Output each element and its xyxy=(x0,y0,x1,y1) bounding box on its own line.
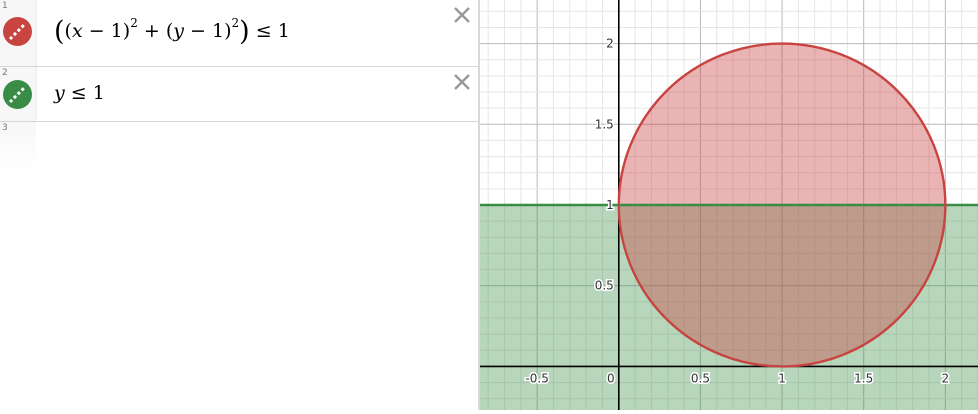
expression-gutter: 2 xyxy=(0,67,37,121)
paintbrush-icon[interactable] xyxy=(3,80,32,109)
delete-expression-icon[interactable] xyxy=(452,5,472,25)
expression-list: 1 ((x − 1)2 + (y − 1)2) ≤ 1 2 xyxy=(0,0,478,410)
paintbrush-icon[interactable] xyxy=(3,17,32,46)
row-number: 1 xyxy=(2,1,8,11)
expression-row-1[interactable]: 1 ((x − 1)2 + (y − 1)2) ≤ 1 xyxy=(0,0,478,67)
delete-expression-icon[interactable] xyxy=(452,72,472,92)
graph-paper[interactable]: -0.5 0 0.5 1 1.5 2 0.5 1 1.5 2 xyxy=(480,0,978,410)
expression-gutter: 1 xyxy=(0,0,37,66)
circle-boundary xyxy=(617,42,947,368)
row-number: 2 xyxy=(2,68,8,78)
expression-row-2[interactable]: 2 y ≤ 1 xyxy=(0,67,478,122)
y-tick-label: 0.5 xyxy=(595,279,614,293)
expression-row-3[interactable]: 3 xyxy=(0,122,36,172)
expression-math-1[interactable]: ((x − 1)2 + (y − 1)2) ≤ 1 xyxy=(54,15,290,47)
x-tick-label: 1 xyxy=(778,371,786,385)
graph-canvas[interactable]: -0.5 0 0.5 1 1.5 2 0.5 1 1.5 2 xyxy=(480,0,978,410)
x-tick-label: 1.5 xyxy=(854,371,873,385)
x-tick-label: 0 xyxy=(607,371,615,385)
y-tick-label: 1.5 xyxy=(595,117,614,131)
panel-divider[interactable] xyxy=(478,0,480,410)
expression-math-2[interactable]: y ≤ 1 xyxy=(54,82,105,104)
y-tick-label: 2 xyxy=(606,37,614,51)
row-number: 3 xyxy=(2,123,8,133)
x-tick-label: -0.5 xyxy=(525,371,548,385)
x-tick-label: 0.5 xyxy=(691,371,710,385)
x-tick-label: 2 xyxy=(942,371,950,385)
y-tick-label: 1 xyxy=(606,198,614,212)
half-plane-region xyxy=(480,205,978,410)
